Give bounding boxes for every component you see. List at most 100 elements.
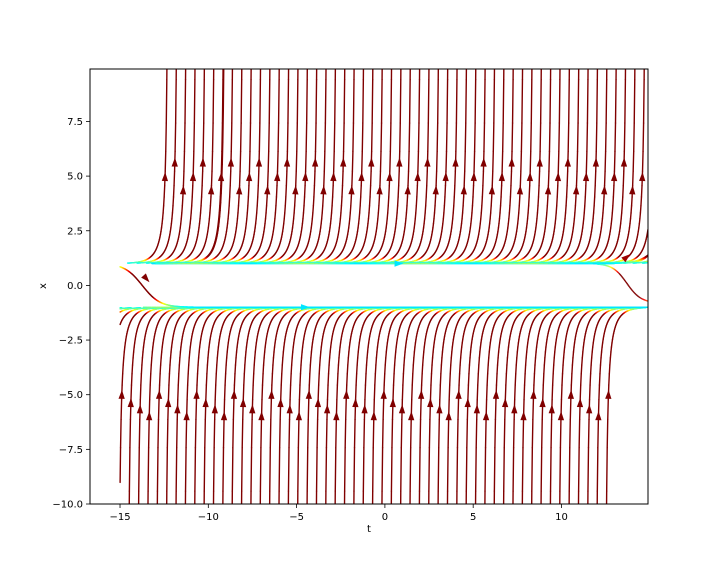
upper-streamline (601, 218, 604, 225)
upper-streamline (414, 212, 417, 220)
upper-streamline (264, 212, 267, 220)
upper-streamline (415, 205, 418, 214)
lower-streamline (168, 364, 171, 375)
upper-equilibrium-line (218, 209, 221, 218)
upper-streamline (442, 218, 445, 225)
upper-streamline (452, 212, 454, 220)
upper-streamline (358, 212, 361, 220)
upper-streamline (612, 185, 615, 198)
upper-streamline (362, 78, 365, 124)
upper-streamline (329, 218, 332, 225)
upper-streamline (385, 218, 388, 225)
upper-streamline (183, 122, 186, 153)
upper-streamline (283, 212, 286, 220)
lower-streamline (169, 357, 172, 366)
lower-streamline (149, 373, 152, 386)
upper-streamline (231, 78, 234, 124)
upper-streamline (470, 218, 473, 225)
lower-streamline (132, 346, 135, 353)
upper-streamline (292, 218, 295, 225)
upper-streamline (226, 218, 229, 225)
upper-streamline (415, 196, 418, 207)
upper-streamline (528, 185, 531, 198)
upper-streamline (203, 78, 205, 124)
upper-streamline (566, 170, 569, 187)
upper-streamline (174, 78, 177, 124)
upper-streamline (471, 205, 474, 214)
upper-streamline (405, 212, 408, 220)
upper-streamline (535, 218, 538, 225)
upper-streamline (239, 150, 242, 172)
lower-streamline (168, 373, 171, 386)
lower-streamline (131, 357, 134, 366)
upper-streamline (387, 205, 389, 214)
upper-streamline (573, 212, 576, 220)
upper-streamline (229, 170, 232, 187)
upper-streamline (508, 205, 511, 214)
upper-streamline (257, 185, 259, 198)
upper-streamline (554, 212, 557, 220)
lower-streamline (148, 384, 151, 401)
upper-streamline (285, 170, 288, 187)
upper-streamline (390, 78, 393, 124)
upper-streamline (461, 212, 464, 220)
upper-streamline (436, 122, 439, 153)
upper-streamline (315, 78, 318, 124)
upper-streamline (296, 122, 299, 153)
upper-streamline (641, 150, 644, 172)
upper-streamline (359, 196, 362, 207)
upper-streamline (369, 170, 372, 187)
upper-streamline (480, 205, 483, 214)
upper-streamline (461, 205, 464, 214)
upper-streamline (586, 122, 589, 153)
lower-streamline (179, 346, 182, 353)
upper-streamline (324, 122, 327, 153)
upper-streamline (254, 218, 257, 225)
upper-streamline (642, 78, 645, 124)
upper-streamline (228, 185, 231, 198)
upper-streamline (622, 185, 624, 198)
upper-streamline (296, 78, 299, 124)
upper-streamline (480, 212, 483, 220)
upper-streamline (266, 170, 269, 187)
upper-streamline (481, 196, 484, 207)
upper-streamline (302, 212, 305, 220)
upper-streamline (236, 212, 239, 220)
upper-streamline (283, 218, 285, 225)
upper-streamline (284, 196, 287, 207)
upper-streamline (444, 185, 447, 198)
upper-streamline (277, 122, 280, 153)
upper-streamline (518, 205, 520, 214)
lower-streamline (138, 418, 141, 449)
upper-streamline (320, 218, 323, 225)
upper-streamline (181, 196, 184, 207)
upper-streamline (249, 78, 252, 124)
upper-streamline (435, 170, 438, 187)
upper-equilibrium-line (221, 141, 224, 166)
upper-streamline (268, 78, 271, 124)
upper-streamline (424, 205, 427, 214)
upper-streamline (275, 196, 278, 207)
upper-streamline (539, 122, 542, 153)
upper-streamline (172, 185, 175, 198)
upper-equilibrium-line (222, 108, 225, 143)
lower-streamline (160, 346, 163, 353)
upper-streamline (208, 212, 211, 220)
upper-streamline (604, 150, 607, 172)
upper-streamline (547, 170, 550, 187)
upper-streamline (574, 196, 577, 207)
upper-streamline (396, 196, 399, 207)
upper-streamline (258, 122, 261, 153)
lower-streamline (156, 447, 159, 492)
upper-streamline (397, 185, 400, 198)
lower-streamline (150, 357, 153, 366)
upper-streamline (582, 218, 585, 225)
upper-streamline (554, 218, 557, 225)
upper-streamline (501, 150, 504, 172)
upper-streamline (189, 212, 192, 220)
lower-streamline (157, 398, 160, 421)
upper-streamline (470, 212, 473, 220)
lower-streamline (139, 384, 142, 401)
upper-streamline (339, 212, 342, 220)
upper-streamline (292, 212, 295, 220)
